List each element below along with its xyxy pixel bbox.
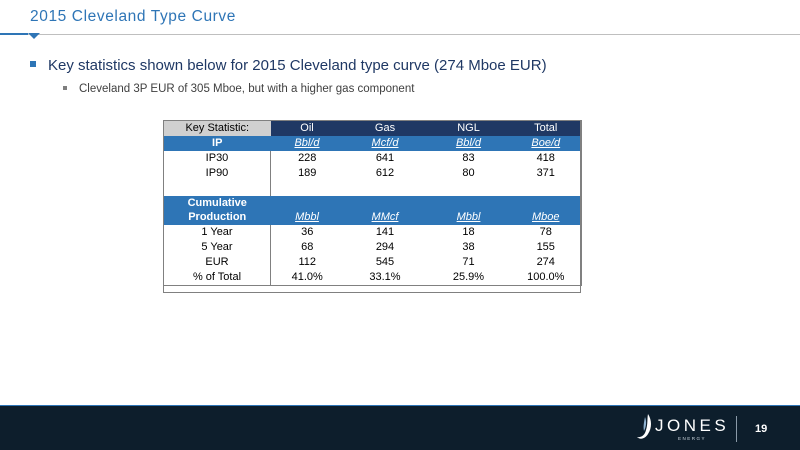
table-cell: 228 bbox=[298, 152, 317, 164]
section-label: IP bbox=[163, 136, 271, 151]
table-row: IP30 228 641 83 418 bbox=[163, 151, 582, 166]
row-label: IP90 bbox=[163, 166, 271, 181]
table-row: 1 Year 36 141 18 78 bbox=[163, 225, 582, 240]
table-cell: 78 bbox=[539, 226, 552, 238]
bullet-square-icon bbox=[30, 61, 36, 68]
footer-divider bbox=[736, 416, 737, 442]
table-cell: 18 bbox=[462, 226, 475, 238]
slide-title: 2015 Cleveland Type Curve bbox=[30, 8, 237, 25]
footer-bar bbox=[0, 406, 800, 450]
table-cell: 38 bbox=[462, 241, 475, 253]
spacer-row bbox=[163, 181, 582, 196]
header-cell: Total bbox=[510, 120, 582, 136]
header-cell: Key Statistic: bbox=[163, 120, 271, 136]
header-cell: Gas bbox=[343, 120, 427, 136]
table-cell: 36 bbox=[301, 226, 314, 238]
bullet-level1: Key statistics shown below for 2015 Clev… bbox=[30, 57, 547, 74]
table-row: 5 Year 68 294 38 155 bbox=[163, 240, 582, 255]
jones-energy-logo: JONES ENERGY bbox=[636, 414, 732, 442]
table-cell: 612 bbox=[375, 167, 395, 179]
unit-cell: MMcf bbox=[343, 196, 427, 225]
unit-cell: Bbl/d bbox=[270, 136, 344, 151]
unit-cell: Mboe bbox=[510, 196, 582, 225]
title-accent-notch bbox=[28, 33, 40, 39]
logo-subtitle: ENERGY bbox=[678, 436, 707, 441]
footer-accent-line bbox=[0, 405, 800, 406]
unit-cell: Mcf/d bbox=[343, 136, 427, 151]
key-statistics-table: Key Statistic: Oil Gas NGL Total IP Bbl/… bbox=[163, 120, 582, 286]
table-cell: 545 bbox=[375, 256, 395, 268]
unit-cell: Bbl/d bbox=[426, 136, 511, 151]
unit-cell: Mbbl bbox=[426, 196, 511, 225]
table-cell: 112 bbox=[298, 256, 317, 268]
j-swoosh-icon bbox=[637, 414, 651, 439]
logo-wordmark: JONES bbox=[655, 416, 730, 435]
table-cell: 68 bbox=[301, 241, 314, 253]
table-cell: 33.1% bbox=[369, 271, 401, 283]
table-cell: 71 bbox=[462, 256, 475, 268]
table-cell: 274 bbox=[536, 256, 555, 268]
row-label: EUR bbox=[163, 255, 271, 270]
row-label: % of Total bbox=[163, 270, 271, 286]
unit-cell: Boe/d bbox=[510, 136, 582, 151]
header-cell: Oil bbox=[270, 120, 344, 136]
table-cell: 294 bbox=[375, 241, 395, 253]
row-label: IP30 bbox=[163, 151, 271, 166]
table-cell: 641 bbox=[375, 152, 395, 164]
table-row: IP90 189 612 80 371 bbox=[163, 166, 582, 181]
table-cell: 80 bbox=[462, 167, 475, 179]
bullet-level2: Cleveland 3P EUR of 305 Mboe, but with a… bbox=[63, 83, 414, 95]
table-cell: 41.0% bbox=[291, 271, 323, 283]
ip-units-row: IP Bbl/d Mcf/d Bbl/d Boe/d bbox=[163, 136, 582, 151]
title-accent-bar bbox=[0, 33, 28, 35]
header-cell: NGL bbox=[426, 120, 511, 136]
unit-cell: Mbbl bbox=[270, 196, 344, 225]
row-label: 5 Year bbox=[163, 240, 271, 255]
table-cell: 83 bbox=[462, 152, 475, 164]
table-cell: 189 bbox=[298, 167, 317, 179]
bullet-level2-text: Cleveland 3P EUR of 305 Mboe, but with a… bbox=[79, 83, 415, 95]
bullet-square-icon bbox=[63, 85, 67, 90]
row-label: 1 Year bbox=[163, 225, 271, 240]
table-cell: 418 bbox=[536, 152, 555, 164]
table-row: EUR 112 545 71 274 bbox=[163, 255, 582, 270]
table-header-row: Key Statistic: Oil Gas NGL Total bbox=[163, 120, 582, 136]
section-label: Cumulative Production bbox=[163, 196, 271, 225]
section-label-line2: Production bbox=[188, 211, 247, 223]
title-divider bbox=[0, 34, 800, 35]
table-cell: 371 bbox=[536, 167, 555, 179]
table-cell: 141 bbox=[375, 226, 395, 238]
bullet-level1-text: Key statistics shown below for 2015 Clev… bbox=[48, 57, 547, 74]
table-row: % of Total 41.0% 33.1% 25.9% 100.0% bbox=[163, 270, 582, 286]
section-label-line1: Cumulative bbox=[187, 197, 247, 209]
table-cell: 155 bbox=[536, 241, 555, 253]
cumulative-units-row: Cumulative Production Mbbl MMcf Mbbl Mbo… bbox=[163, 196, 582, 225]
table-cell: 25.9% bbox=[452, 271, 485, 283]
page-number: 19 bbox=[755, 423, 768, 435]
table-cell: 100.0% bbox=[527, 271, 565, 283]
